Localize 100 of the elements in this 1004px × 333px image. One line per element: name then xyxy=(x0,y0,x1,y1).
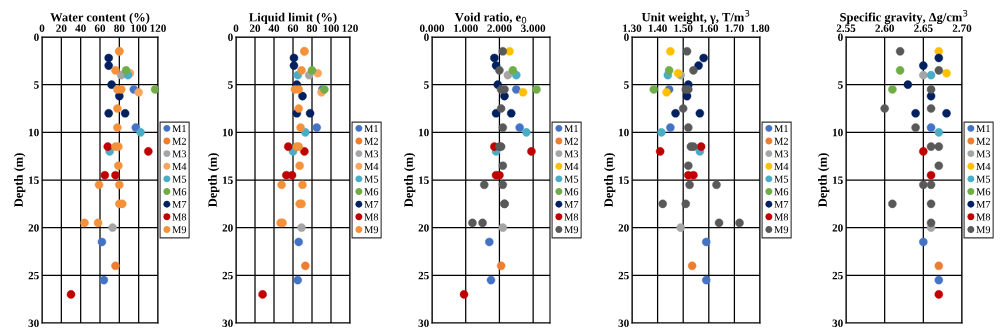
legend-label: M4 xyxy=(774,163,789,170)
legend-label: M7 xyxy=(976,200,991,208)
legend-label: M4 xyxy=(976,163,991,170)
x-tick-label: 1.000 xyxy=(454,24,478,33)
y-tick-label: 10 xyxy=(29,128,39,137)
x-tick-label: 1.70 xyxy=(725,24,744,33)
y-tick-label: 10 xyxy=(223,128,233,137)
x-tick-label: 2.65 xyxy=(914,24,933,33)
legend-label: M5 xyxy=(976,175,991,183)
legend-label: M3 xyxy=(564,150,579,158)
x-tick-label: 80 xyxy=(306,24,318,32)
y-tick-label: 15 xyxy=(419,176,429,184)
x-axis-title: Water content (%) xyxy=(50,12,150,25)
legend-label: M4 xyxy=(172,163,187,170)
x-tick-label: 1.40 xyxy=(648,24,667,33)
y-tick-label: 30 xyxy=(28,319,39,327)
y-tick-label: 5 xyxy=(424,81,429,89)
y-tick-label: 25 xyxy=(832,271,843,280)
legend-label: M2 xyxy=(774,137,788,145)
legend-label: M6 xyxy=(774,188,789,196)
y-tick-label: 15 xyxy=(619,176,629,184)
y-tick-label: 5 xyxy=(34,81,39,89)
legend-label: M6 xyxy=(564,188,579,196)
legend-label: M2 xyxy=(976,137,990,145)
x-tick-label: 20 xyxy=(56,24,67,32)
legend-label: M9 xyxy=(172,226,187,234)
legend-label: M2 xyxy=(564,137,578,145)
x-tick-label: 0.000 xyxy=(419,24,445,33)
x-tick-label: 80 xyxy=(114,24,125,32)
y-tick-label: 25 xyxy=(222,271,233,280)
x-axis-title: Liquid limit (%) xyxy=(249,12,337,25)
legend-label: M5 xyxy=(564,175,579,183)
legend-label: M6 xyxy=(364,188,379,196)
legend-label: M3 xyxy=(364,150,379,158)
x-tick-label: 60 xyxy=(287,24,299,32)
y-tick-label: 5 xyxy=(228,81,233,89)
legend-label: M5 xyxy=(364,175,379,183)
y-tick-label: 15 xyxy=(223,176,233,184)
legend-label: M2 xyxy=(172,137,186,145)
legend-label: M7 xyxy=(564,200,579,208)
legend-label: M4 xyxy=(564,163,579,170)
y-tick-label: 10 xyxy=(619,128,629,137)
x-tick-label: 2.000 xyxy=(487,24,512,33)
legend-label: M8 xyxy=(564,213,579,221)
x-axis-title: Specific gravity, Δg/cm$^{3}$ xyxy=(840,9,968,25)
y-axis-title: Depth (m) xyxy=(818,153,830,208)
legend-label: M1 xyxy=(364,125,378,132)
x-tick-label: 120 xyxy=(342,24,358,32)
y-axis-title: Depth (m) xyxy=(604,153,616,208)
x-tick-label: 120 xyxy=(150,24,166,32)
y-tick-label: 30 xyxy=(222,319,233,327)
y-axis-title: Depth (m) xyxy=(14,153,26,208)
legend-label: M9 xyxy=(364,226,379,234)
y-tick-label: 20 xyxy=(222,224,233,232)
legend-label: M1 xyxy=(976,125,990,132)
x-tick-label: 1.60 xyxy=(699,24,719,33)
legend-label: M5 xyxy=(172,175,187,183)
y-tick-label: 30 xyxy=(618,319,629,327)
x-tick-label: 100 xyxy=(131,24,147,32)
y-tick-label: 15 xyxy=(29,176,39,184)
legend-label: M3 xyxy=(172,150,187,158)
y-tick-label: 25 xyxy=(28,271,39,280)
y-tick-label: 30 xyxy=(418,319,429,327)
x-axis-title: Unit weight, γ, T/m$^{3}$ xyxy=(641,9,750,25)
y-tick-label: 15 xyxy=(833,176,843,184)
y-tick-label: 0 xyxy=(34,33,39,41)
legend-label: M3 xyxy=(976,150,991,158)
legend-label: M9 xyxy=(976,226,991,234)
y-tick-label: 0 xyxy=(838,33,843,41)
legend-label: M8 xyxy=(976,213,991,221)
x-tick-label: 20 xyxy=(249,24,261,32)
x-tick-label: 3.000 xyxy=(521,24,546,33)
x-axis-title: Void ratio, e$_{0}$ xyxy=(454,12,527,24)
legend-label: M9 xyxy=(564,226,579,234)
legend-label: M2 xyxy=(364,137,378,145)
x-tick-label: 40 xyxy=(75,24,86,32)
y-tick-label: 10 xyxy=(833,128,843,137)
legend-label: M7 xyxy=(172,200,187,208)
y-tick-label: 30 xyxy=(832,319,843,327)
x-tick-label: 2.70 xyxy=(952,24,972,33)
legend-label: M4 xyxy=(364,163,379,170)
legend-label: M3 xyxy=(774,150,789,158)
x-tick-label: 2.55 xyxy=(836,24,856,33)
legend-label: M1 xyxy=(172,125,186,132)
legend-label: M8 xyxy=(364,213,379,221)
y-tick-label: 0 xyxy=(228,33,233,41)
legend-label: M7 xyxy=(364,200,379,208)
x-tick-label: 2.60 xyxy=(875,24,894,33)
legend-label: M6 xyxy=(172,188,187,196)
legend-label: M8 xyxy=(774,213,789,221)
y-tick-label: 20 xyxy=(832,224,843,232)
y-axis-title: Depth (m) xyxy=(404,153,416,208)
y-tick-label: 20 xyxy=(418,224,429,232)
x-tick-label: 1.50 xyxy=(674,24,693,33)
x-tick-label: 0 xyxy=(39,24,45,32)
legend-label: M8 xyxy=(172,213,187,221)
legend-label: M7 xyxy=(774,200,789,208)
x-tick-label: 40 xyxy=(268,24,280,32)
legend-label: M5 xyxy=(774,175,789,183)
x-tick-label: 1.30 xyxy=(623,24,642,33)
